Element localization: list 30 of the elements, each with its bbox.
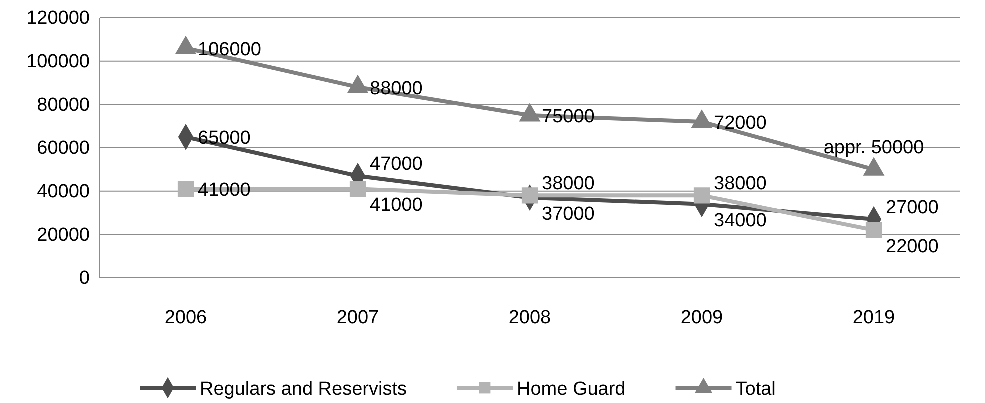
y-tick-label: 80000 (37, 94, 90, 116)
data-label: 88000 (370, 78, 423, 100)
y-tick-label: 0 (79, 268, 90, 290)
data-label: 41000 (370, 195, 423, 216)
data-label: 27000 (886, 198, 939, 218)
data-label: 37000 (542, 204, 595, 225)
legend-label: Regulars and Reservists (200, 379, 407, 400)
data-label: 47000 (370, 154, 423, 176)
data-label: 38000 (542, 174, 595, 195)
legend-label: Total (736, 379, 776, 400)
data-label: 34000 (714, 210, 767, 232)
data-label: 75000 (542, 106, 595, 128)
x-tick-label: 2008 (508, 307, 552, 328)
data-label: 106000 (198, 39, 262, 60)
x-tick-label: 2007 (336, 307, 380, 328)
y-tick-label: 20000 (37, 224, 90, 246)
x-tick-label: 2009 (680, 307, 724, 328)
data-label: 41000 (198, 180, 251, 202)
y-tick-label: 60000 (37, 138, 90, 160)
y-tick-label: 120000 (26, 8, 90, 30)
y-tick-label: 40000 (37, 181, 90, 202)
legend-label: Home Guard (516, 379, 626, 400)
data-label: appr. 50000 (824, 138, 924, 159)
y-tick-label: 100000 (26, 51, 90, 72)
data-label: 72000 (714, 113, 767, 134)
data-label: 22000 (886, 236, 939, 258)
x-tick-label: 2019 (852, 307, 896, 328)
x-tick-label: 2006 (164, 307, 208, 328)
data-label: 65000 (198, 128, 251, 150)
data-label: 38000 (714, 174, 767, 195)
